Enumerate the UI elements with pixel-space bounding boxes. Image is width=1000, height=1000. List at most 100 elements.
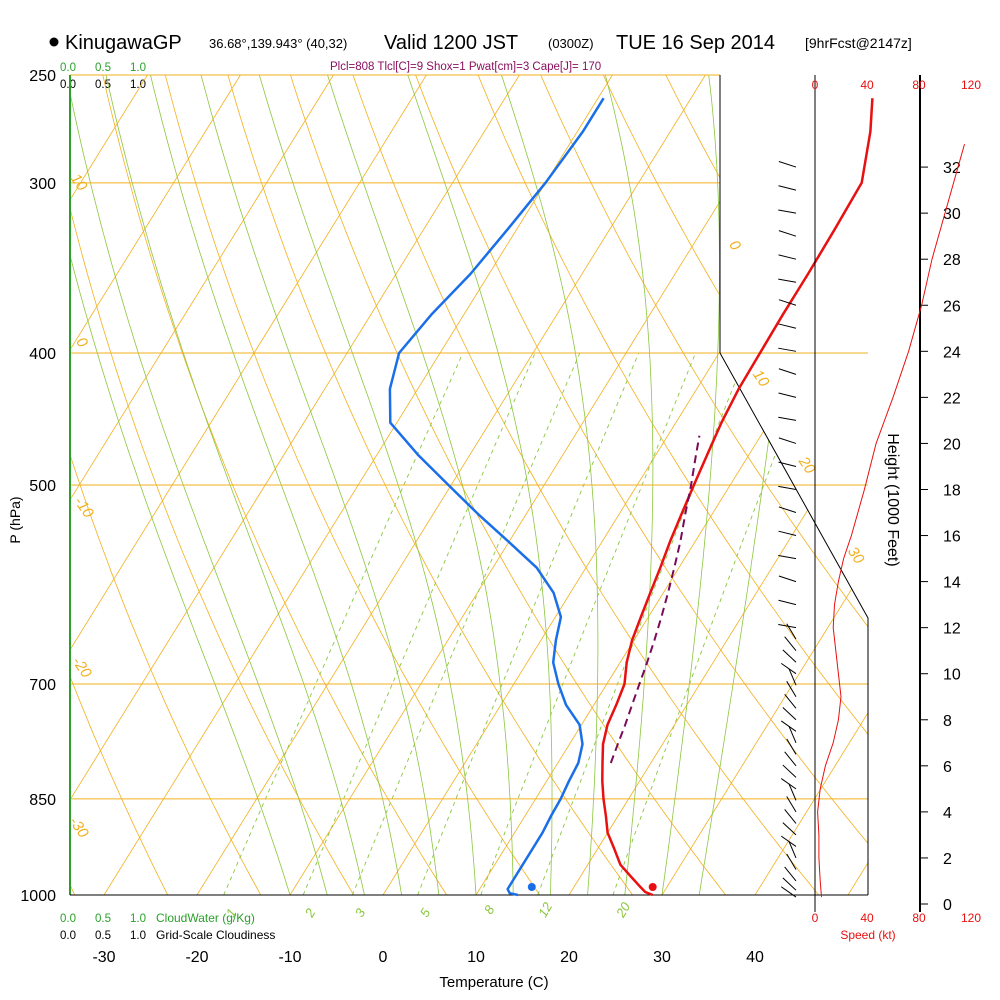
mixing-ratio-label: 8: [481, 902, 498, 916]
speed-tick-label-bottom: 0: [812, 911, 819, 925]
cloudiness-bottom-2: 1.0: [130, 930, 146, 942]
wind-barb-icon: [784, 751, 797, 767]
wind-barb-icon: [784, 693, 797, 709]
wind-barb-icon: [778, 323, 797, 329]
adiabat-label: 0: [72, 334, 91, 351]
wind-barb-icon: [778, 185, 797, 191]
moist-adiabat-line: [200, 75, 440, 895]
wind-barb-icon: [778, 299, 797, 306]
plot-frame: [69, 74, 869, 896]
wind-barb-icon: [778, 506, 797, 513]
moist-adiabat-line: [327, 75, 514, 895]
x-tick-label: -10: [278, 949, 301, 966]
height-tick-label: 30: [943, 206, 961, 223]
station-coords: 36.68°,139.943° (40,32): [209, 36, 347, 51]
cloud-bottom-1: 0.5: [95, 913, 111, 925]
mixing-ratio-line: [302, 352, 536, 895]
speed-tick-label-top: 120: [961, 78, 981, 92]
wind-barb-icon: [778, 554, 797, 560]
x-tick-label: 30: [653, 949, 671, 966]
height-tick-label: 6: [943, 759, 952, 776]
mixing-ratio-label: 12: [535, 899, 556, 920]
wind-barb-icon: [786, 796, 797, 813]
surface-dewpoint-marker: [527, 883, 536, 891]
dry-adiabat-line: [468, 75, 868, 895]
height-tick-label: 28: [943, 252, 961, 269]
mixing-ratio-line: [223, 352, 464, 895]
speed-axis-title: Speed (kt): [840, 928, 895, 942]
wind-barb-icon: [780, 720, 797, 732]
stability-indices: Plcl=808 Tlcl[C]=9 Shox=1 Pwat[cm]=3 Cap…: [330, 61, 601, 73]
wind-barb-icon: [788, 668, 797, 686]
wind-barb-icon: [778, 161, 797, 168]
adiabat-label: 10: [749, 367, 773, 391]
wind-barb-icon: [778, 485, 797, 490]
header: KinugawaGP 36.68°,139.943° (40,32) Valid…: [49, 32, 912, 73]
speed-tick-label-top: 40: [860, 78, 874, 92]
height-tick-label: 14: [943, 575, 961, 592]
dry-adiabat-line: [529, 75, 868, 895]
wind-barb-icon: [780, 662, 797, 675]
y-tick-label: 700: [29, 677, 56, 694]
isotherm-line: [661, 75, 868, 895]
height-tick-label: 4: [943, 805, 952, 822]
speed-tick-label-top: 0: [812, 78, 819, 92]
dry-adiabat-line: [963, 51, 1000, 895]
wind-barb-icon: [778, 599, 797, 606]
wind-barb-icon: [778, 230, 797, 237]
speed-tick-label-top: 80: [912, 78, 926, 92]
speed-tick-label-bottom: 80: [912, 911, 926, 925]
dry-adiabat-line: [344, 75, 820, 895]
isotherm-line: [847, 75, 868, 895]
temperature-line: [601, 98, 874, 897]
cloud-bottom-2: 1.0: [130, 913, 146, 925]
y-tick-label: 250: [29, 68, 56, 85]
moist-adiabat-line: [70, 75, 291, 895]
station-marker-icon: [49, 37, 59, 47]
wind-barb-icon: [786, 681, 797, 698]
cloud-top-1: 0.5: [95, 62, 111, 74]
y-tick-label: 1000: [20, 888, 56, 905]
wind-barb-icon: [782, 649, 797, 663]
wind-barb-icon: [778, 416, 797, 421]
mixing-ratio-label: 3: [352, 905, 369, 919]
cloud-top-2: 1.0: [130, 62, 146, 74]
dry-adiabat-line: [220, 75, 634, 895]
dry-adiabat-line: [97, 75, 448, 895]
wind-barb-icon: [778, 392, 797, 398]
valid-utc: (0300Z): [548, 36, 594, 51]
cloudiness-bottom-0: 0.0: [60, 930, 76, 942]
mixing-ratio-label: 5: [417, 905, 434, 919]
dry-adiabat-line: [70, 75, 355, 895]
wind-barb-icon: [782, 877, 797, 891]
wind-barb-icon: [786, 853, 797, 870]
wind-barb-icon: [778, 209, 797, 214]
moist-adiabat-line: [501, 75, 599, 895]
wind-barb-icon: [788, 726, 797, 743]
right-frame-slant: [719, 352, 869, 895]
wind-barb-icon: [782, 822, 797, 836]
wind-barb-icon: [780, 886, 797, 898]
wind-barb-icon: [788, 841, 797, 859]
dry-adiabat-line: [282, 75, 727, 895]
data-series: [388, 97, 874, 897]
moist-adiabat-line: [70, 75, 328, 895]
adiabat-label: -20: [69, 654, 96, 682]
cloudiness-top-0: 0.0: [60, 79, 76, 91]
y-tick-label: 500: [29, 478, 56, 495]
cloudiness-top-2: 1.0: [130, 79, 146, 91]
background-grid: [70, 51, 1000, 895]
dry-adiabat-line: [70, 75, 169, 895]
wind-barb-icon: [786, 738, 797, 755]
wind-barb-icon: [780, 778, 797, 790]
y-axis-title: P (hPa): [7, 496, 23, 543]
x-tick-label: -20: [185, 949, 208, 966]
height-tick-label: 0: [943, 897, 952, 914]
x-tick-label: 0: [379, 949, 388, 966]
cloud-bottom-0: 0.0: [60, 913, 76, 925]
height-tick-label: 2: [943, 851, 952, 868]
height-tick-label: 12: [943, 621, 961, 638]
speed-tick-label-bottom: 40: [860, 911, 874, 925]
